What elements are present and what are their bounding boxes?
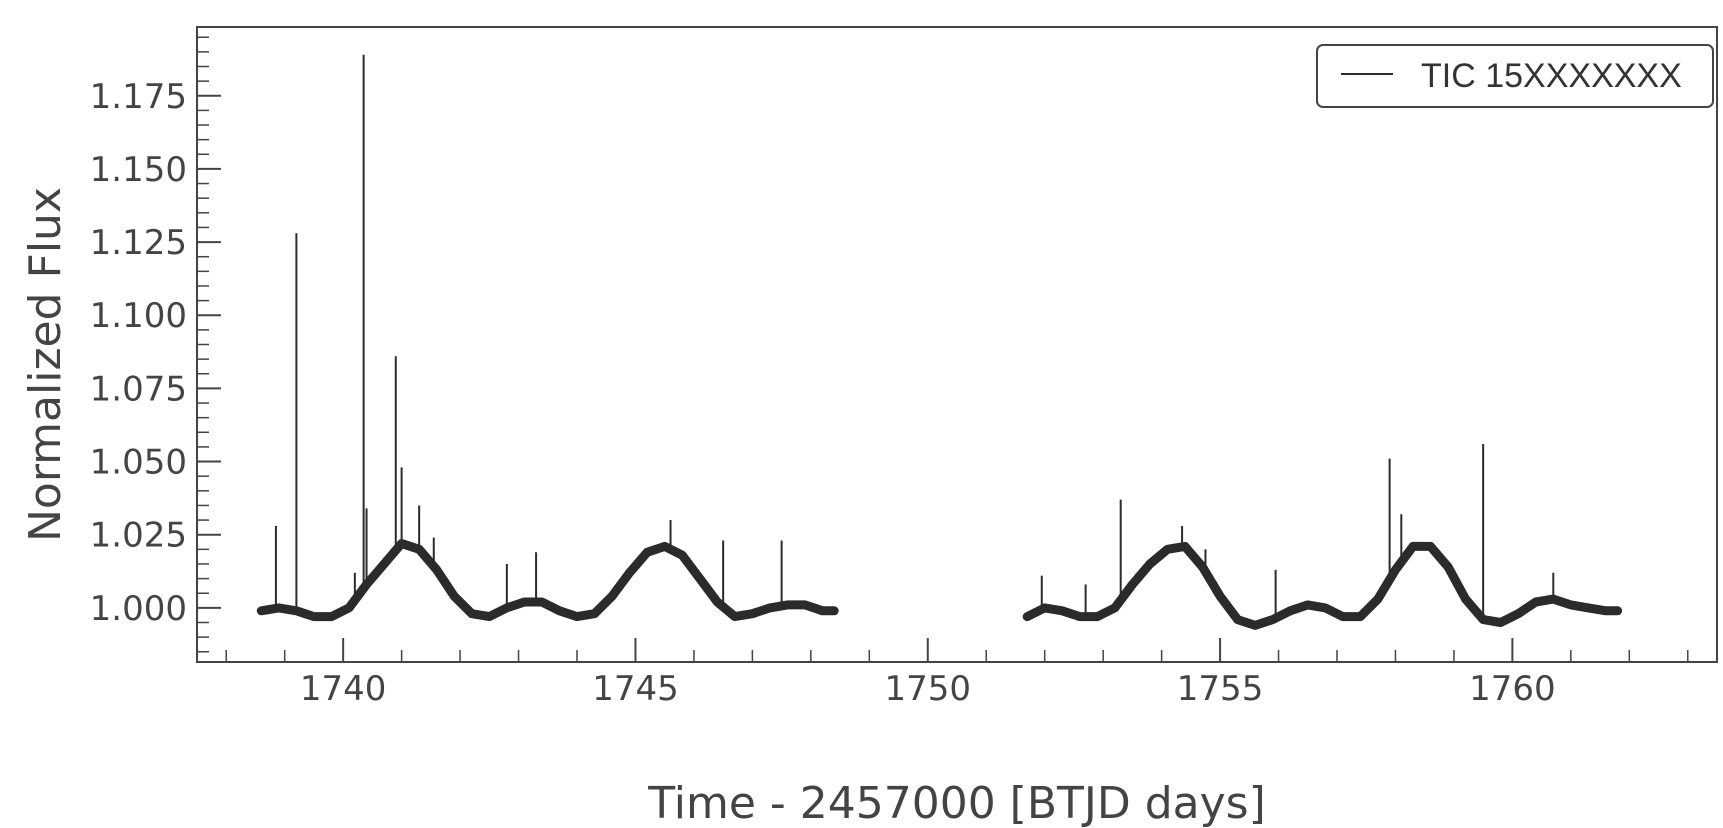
y-tick-label: 1.000 xyxy=(90,589,187,629)
plot-area xyxy=(196,26,1718,663)
y-axis-label: Normalized Flux xyxy=(20,187,71,542)
legend: TIC 15XXXXXXX xyxy=(1316,44,1714,108)
x-tick-label: 1750 xyxy=(885,669,972,709)
y-tick-label: 1.150 xyxy=(90,150,187,190)
data-layer xyxy=(256,54,1623,630)
plot-frame xyxy=(196,26,1718,663)
x-tick-label: 1745 xyxy=(592,669,679,709)
legend-entry-label: TIC 15XXXXXXX xyxy=(1421,57,1682,95)
labels-layer: Time - 2457000 [BTJD days] Normalized Fl… xyxy=(20,187,1266,828)
y-tick-label: 1.050 xyxy=(90,443,187,483)
y-tick-label: 1.125 xyxy=(90,223,187,263)
legend-box xyxy=(1316,44,1714,108)
ticks-layer: 1740 1745 1750 1755 1760 1.000 1.025 1.050 1.075… xyxy=(90,36,1689,709)
y-tick-label: 1.025 xyxy=(90,516,187,556)
x-tick-label: 1760 xyxy=(1469,669,1556,709)
x-tick-label: 1740 xyxy=(300,669,387,709)
series-line xyxy=(256,539,839,622)
x-axis-label: Time - 2457000 [BTJD days] xyxy=(647,778,1266,828)
y-tick-label: 1.075 xyxy=(90,369,187,409)
x-tick-label: 1755 xyxy=(1177,669,1264,709)
y-tick-label: 1.100 xyxy=(90,296,187,336)
series-line xyxy=(1022,541,1623,630)
y-tick-label: 1.175 xyxy=(90,77,187,117)
